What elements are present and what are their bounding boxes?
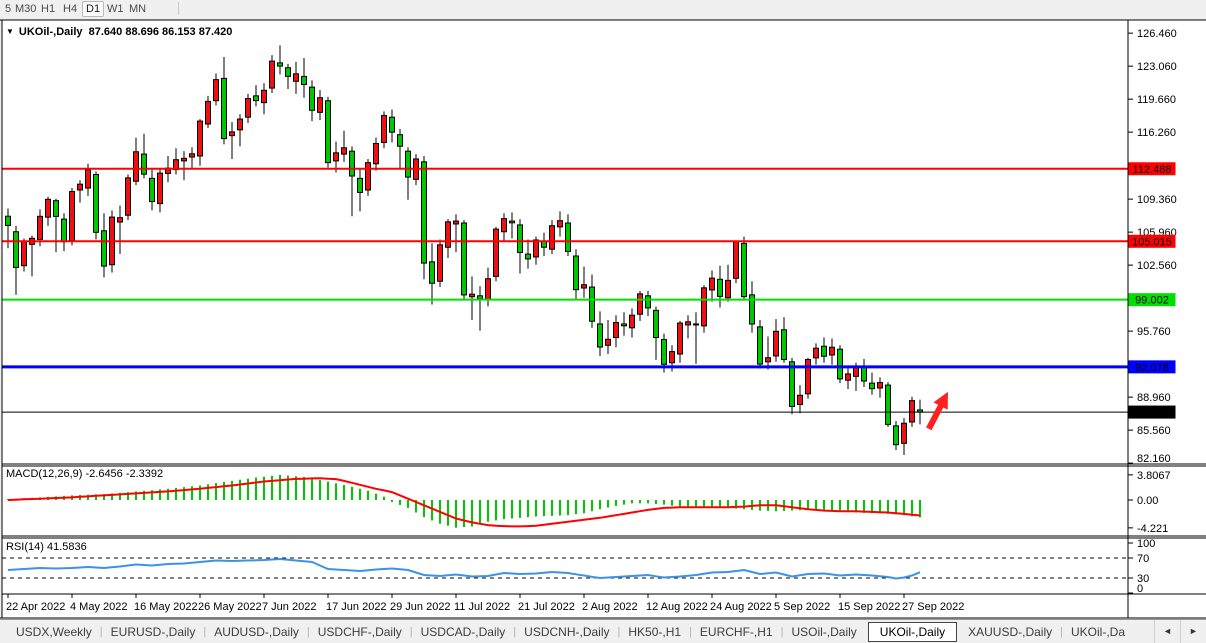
tab-separator: | (99, 625, 103, 638)
svg-text:30: 30 (1137, 573, 1149, 585)
svg-text:26 May 2022: 26 May 2022 (198, 601, 262, 613)
rsi-name: RSI(14) (6, 541, 44, 553)
price-scale[interactable]: 126.460123.060119.660116.260109.360105.9… (1128, 28, 1177, 595)
toolbar-separator (178, 2, 179, 15)
symbol-tab-bar: USDX,Weekly | EURUSD-,Daily | AUDUSD-,Daily |… (0, 619, 1206, 643)
tab-separator: | (409, 625, 413, 638)
svg-text:27 Sep 2022: 27 Sep 2022 (902, 601, 964, 613)
macd-values: -2.6456 -2.3392 (85, 468, 164, 480)
svg-text:82.160: 82.160 (1137, 453, 1171, 465)
svg-text:11 Jul 2022: 11 Jul 2022 (454, 601, 510, 613)
svg-text:16 May 2022: 16 May 2022 (134, 601, 198, 613)
macd-name: MACD(12,26,9) (6, 468, 83, 480)
svg-text:105.015: 105.015 (1132, 236, 1172, 248)
tab-usdchf-daily[interactable]: USDCHF-,Daily (317, 624, 402, 639)
timeframe-button-h4[interactable]: H4 (63, 3, 78, 15)
timeframe-button-d1[interactable]: D1 (82, 1, 105, 17)
tab-xauusd-daily[interactable]: XAUUSD-,Daily (968, 624, 1053, 639)
tab-scroll-left-icon[interactable]: ◄ (1154, 620, 1180, 643)
tab-eurusd-daily[interactable]: EURUSD-,Daily (110, 624, 196, 639)
svg-text:22 Apr 2022: 22 Apr 2022 (6, 601, 65, 613)
svg-text:29 Jun 2022: 29 Jun 2022 (390, 601, 451, 613)
tab-usdx-weekly[interactable]: USDX,Weekly (16, 624, 92, 639)
svg-text:109.360: 109.360 (1137, 194, 1177, 206)
tab-hk50-h1[interactable]: HK50-,H1 (628, 624, 682, 639)
rsi-value: 41.5836 (46, 541, 87, 553)
timeframe-button-m30[interactable]: M30 (15, 3, 37, 15)
svg-text:0: 0 (1137, 583, 1143, 595)
svg-text:70: 70 (1137, 553, 1149, 565)
svg-text:92.078: 92.078 (1135, 362, 1169, 374)
tab-separator: | (1060, 625, 1063, 638)
tab-audusd-daily[interactable]: AUDUSD-,Daily (214, 624, 299, 639)
svg-text:116.260: 116.260 (1137, 127, 1176, 139)
svg-text:3.8067: 3.8067 (1137, 470, 1171, 482)
svg-text:4 May 2022: 4 May 2022 (70, 601, 127, 613)
rsi-pane[interactable] (2, 557, 1128, 580)
tab-ukoil-da[interactable]: UKOil-,Da (1071, 624, 1126, 639)
svg-text:15 Sep 2022: 15 Sep 2022 (838, 601, 900, 613)
rsi-indicator-label: RSI(14) 41.5836 (6, 541, 87, 553)
tab-usdcnh-daily[interactable]: USDCNH-,Daily (524, 624, 610, 639)
timeframe-button-w1[interactable]: W1 (107, 3, 124, 15)
chart-ohlc-values: 87.640 88.696 86.153 87.420 (88, 26, 233, 38)
tab-ukoil-daily[interactable]: UKOil-,Daily (867, 621, 958, 642)
tab-separator: | (306, 625, 310, 638)
svg-text:119.660: 119.660 (1137, 94, 1176, 106)
svg-text:24 Aug 2022: 24 Aug 2022 (710, 601, 772, 613)
tab-separator: | (689, 625, 692, 638)
tab-separator: | (780, 625, 784, 638)
tab-usoil-daily[interactable]: USOil-,Daily (791, 624, 857, 639)
timeframe-toolbar: 5 M30 H1 H4 D1 W1 MN (0, 0, 1206, 19)
buy-signal-arrow-icon[interactable] (926, 391, 948, 431)
tab-separator: | (617, 625, 621, 638)
svg-text:12 Aug 2022: 12 Aug 2022 (646, 601, 708, 613)
tab-scroll-controls: ◄ ► (1154, 620, 1206, 643)
chart-symbol-label: UKOil-,Daily (18, 26, 83, 38)
timeframe-button-5[interactable]: 5 (5, 3, 12, 15)
svg-text:0.00: 0.00 (1137, 495, 1158, 507)
svg-text:95.760: 95.760 (1137, 326, 1171, 338)
tab-scroll-right-icon[interactable]: ► (1180, 620, 1206, 643)
svg-text:5 Sep 2022: 5 Sep 2022 (774, 601, 830, 613)
svg-text:88.960: 88.960 (1137, 392, 1171, 404)
time-axis[interactable]: 22 Apr 2022 4 May 2022 16 May 2022 26 May 2… (6, 594, 964, 613)
svg-text:126.460: 126.460 (1137, 28, 1177, 40)
tab-separator: | (513, 625, 517, 638)
chart-title[interactable]: ▼ UKOil-,Daily 87.640 88.696 86.153 87.42… (6, 26, 232, 38)
symbol-dropdown-icon[interactable]: ▼ (6, 27, 14, 36)
svg-text:-4.221: -4.221 (1137, 523, 1168, 535)
svg-text:100: 100 (1137, 538, 1155, 550)
svg-text:123.060: 123.060 (1137, 61, 1177, 73)
tab-usdcad-daily[interactable]: USDCAD-,Daily (420, 624, 506, 639)
tab-separator: | (203, 625, 207, 638)
macd-indicator-label: MACD(12,26,9) -2.6456 -2.3392 (6, 468, 163, 480)
svg-text:2 Aug 2022: 2 Aug 2022 (582, 601, 638, 613)
timeframe-button-h1[interactable]: H1 (41, 3, 56, 15)
macd-pane[interactable] (7, 474, 921, 528)
svg-text:87.420: 87.420 (1135, 407, 1169, 419)
svg-text:85.560: 85.560 (1137, 425, 1171, 437)
svg-text:102.560: 102.560 (1137, 260, 1177, 272)
timeframe-button-mn[interactable]: MN (129, 3, 147, 15)
svg-text:7 Jun 2022: 7 Jun 2022 (262, 601, 316, 613)
svg-text:17 Jun 2022: 17 Jun 2022 (326, 601, 387, 613)
price-pane[interactable] (2, 45, 1128, 455)
svg-text:112.488: 112.488 (1133, 164, 1172, 176)
svg-text:21 Jul 2022: 21 Jul 2022 (518, 601, 575, 613)
svg-text:99.002: 99.002 (1135, 295, 1169, 307)
tab-eurchf-h1[interactable]: EURCHF-,H1 (699, 624, 773, 639)
